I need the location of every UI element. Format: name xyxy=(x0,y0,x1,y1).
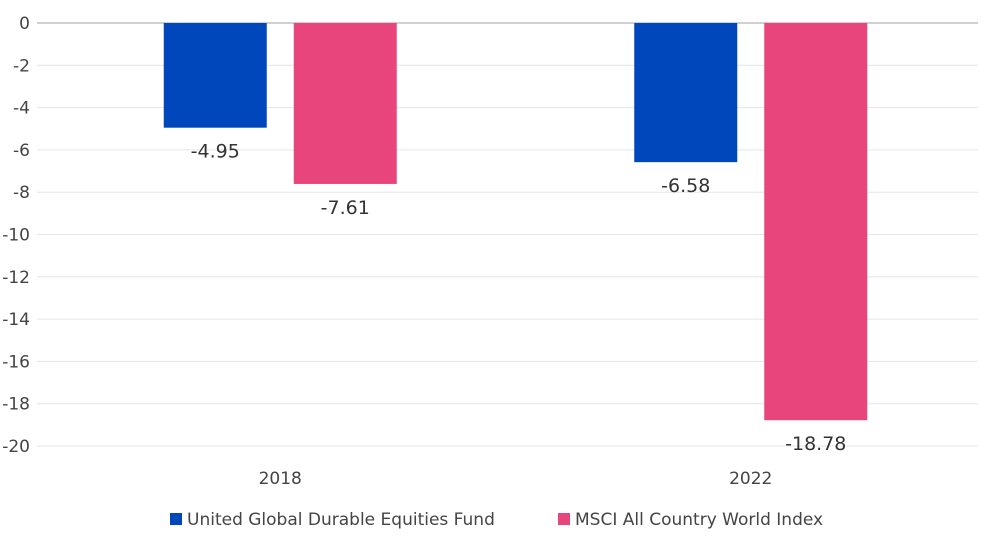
x-tick-label: 2022 xyxy=(729,469,772,489)
data-label: -6.58 xyxy=(661,175,710,197)
y-tick-label: -20 xyxy=(2,437,30,457)
data-label: -7.61 xyxy=(321,197,370,219)
y-tick-label: -14 xyxy=(2,310,30,330)
bar-2022-0 xyxy=(634,23,738,163)
x-tick-label: 2018 xyxy=(259,469,302,489)
y-tick-label: -16 xyxy=(2,352,30,372)
y-tick-label: -8 xyxy=(13,183,30,203)
bar-2018-1 xyxy=(293,23,397,184)
y-tick-label: -18 xyxy=(2,395,30,415)
y-tick-label: -12 xyxy=(2,268,30,288)
legend-swatch-0 xyxy=(170,513,182,525)
y-tick-label: -6 xyxy=(13,141,30,161)
y-tick-label: -2 xyxy=(13,56,30,76)
legend-label: MSCI All Country World Index xyxy=(575,510,823,530)
bar-2018-0 xyxy=(163,23,267,128)
y-tick-label: -4 xyxy=(13,99,30,119)
bar-2022-1 xyxy=(764,23,868,421)
y-tick-label: 0 xyxy=(19,14,30,34)
data-label: -18.78 xyxy=(785,433,846,455)
legend-label: United Global Durable Equities Fund xyxy=(187,510,495,530)
y-tick-label: -10 xyxy=(2,226,30,246)
legend-swatch-1 xyxy=(558,513,570,525)
data-label: -4.95 xyxy=(191,141,240,163)
